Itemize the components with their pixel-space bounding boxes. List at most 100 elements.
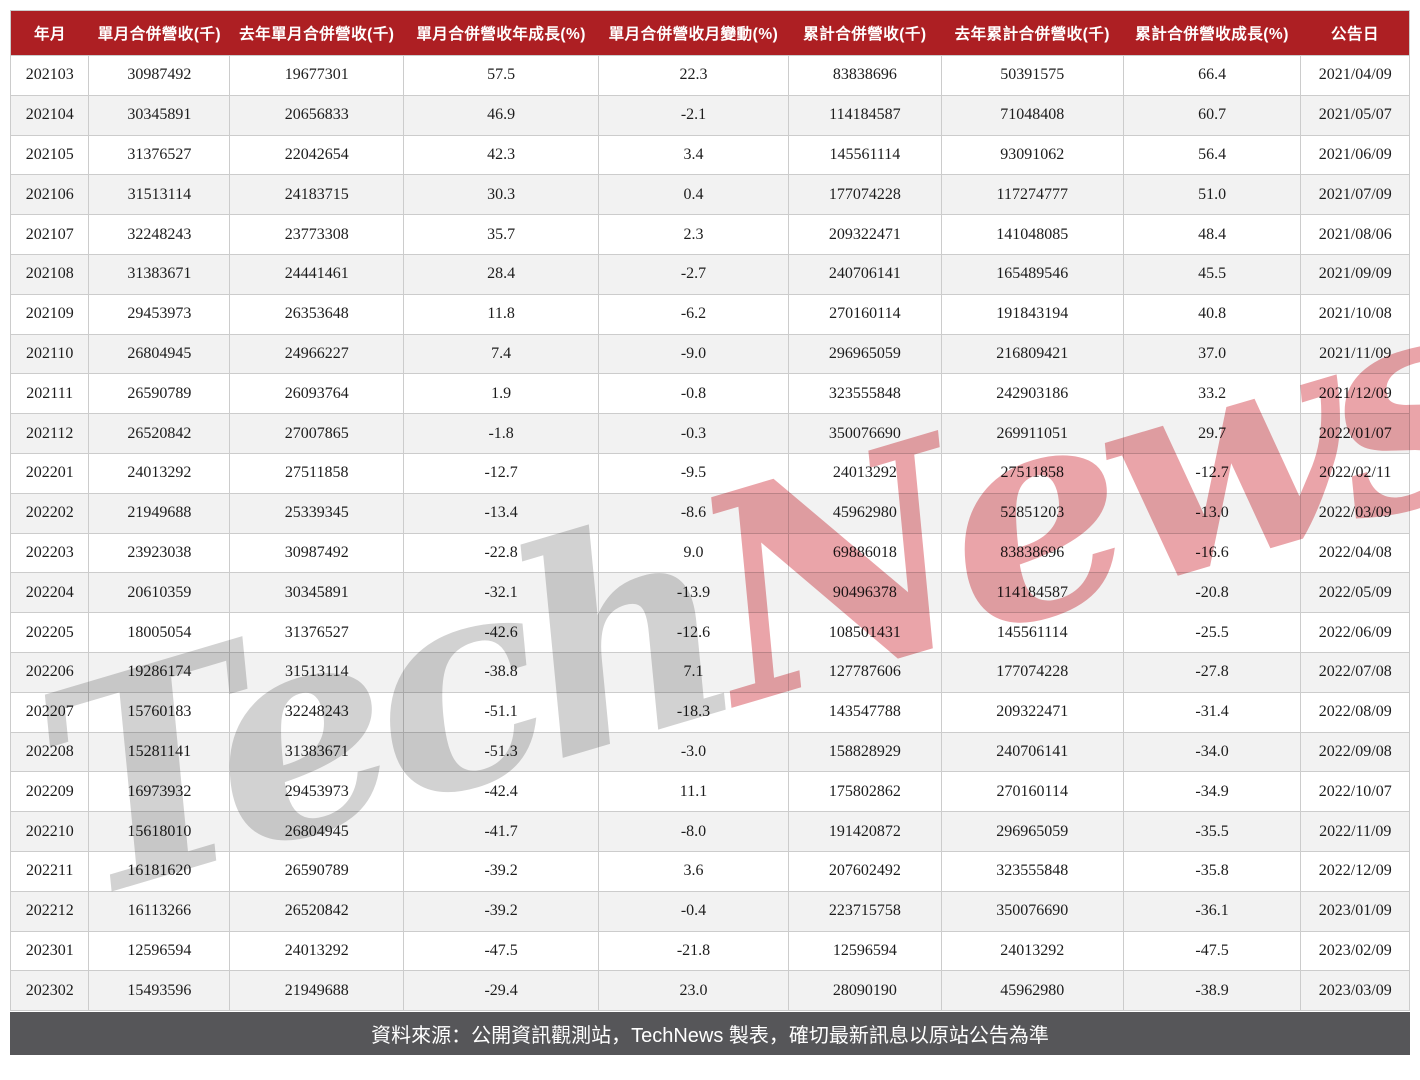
table-cell: 202106 [9, 174, 90, 216]
table-cell: -35.8 [1122, 850, 1302, 892]
table-cell: 2022/10/07 [1300, 771, 1410, 813]
table-header-row: 年月 單月合併營收(千) 去年單月合併營收(千) 單月合併營收年成長(%) 單月合併營收… [10, 10, 1410, 56]
table-row: 202301 12596594 24013292 -47.5 -21.8 12596594… [9, 930, 1410, 972]
table-cell: 26590789 [229, 850, 405, 892]
table-cell: 9.0 [598, 532, 789, 574]
table-cell: 2021/05/07 [1300, 94, 1410, 136]
table-cell: 270160114 [787, 293, 942, 335]
table-cell: -3.0 [598, 731, 789, 773]
table-cell: 57.5 [403, 55, 600, 96]
table-cell: 202210 [9, 811, 90, 852]
table-cell: 350076690 [787, 413, 942, 454]
table-cell: 202201 [9, 452, 90, 494]
table-cell: 40.8 [1122, 293, 1302, 335]
table-cell: -42.6 [403, 612, 600, 653]
table-cell: 24183715 [229, 174, 405, 216]
table-cell: 202112 [9, 413, 90, 454]
table-cell: -13.0 [1122, 492, 1302, 534]
table-row: 202203 23923038 30987492 -22.8 9.0 69886018 83… [9, 532, 1410, 574]
source-note-bar: 資料來源：公開資訊觀測站，TechNews 製表，確切最新訊息以原站公告為準 [10, 1012, 1410, 1055]
table-row: 202112 26520842 27007865 -1.8 -0.3 350076690 2… [9, 413, 1410, 454]
table-row: 202204 20610359 30345891 -32.1 -13.9 90496378… [9, 572, 1410, 614]
table-cell: 2021/12/09 [1300, 373, 1410, 415]
table-cell: 270160114 [940, 771, 1124, 813]
table-cell: 3.4 [598, 134, 789, 176]
table-cell: -13.4 [403, 492, 600, 534]
table-cell: 2022/04/08 [1300, 532, 1410, 574]
table-cell: 31376527 [88, 134, 231, 176]
table-cell: 27511858 [940, 452, 1124, 494]
table-row: 202211 16181620 26590789 -39.2 3.6 207602492 3… [9, 850, 1410, 892]
table-cell: 242903186 [940, 373, 1124, 415]
table-cell: 323555848 [940, 850, 1124, 892]
table-cell: -0.4 [598, 890, 789, 932]
table-cell: 2023/02/09 [1300, 930, 1410, 972]
table-cell: 2.3 [598, 214, 789, 255]
table-cell: 2021/06/09 [1300, 134, 1410, 176]
table-cell: 12596594 [787, 930, 942, 972]
table-cell: 202202 [9, 492, 90, 534]
table-cell: 50391575 [940, 55, 1124, 96]
column-header: 去年累計合併營收(千) [941, 10, 1124, 56]
table-cell: 0.4 [598, 174, 789, 216]
table-cell: 216809421 [940, 333, 1124, 375]
table-cell: 23773308 [229, 214, 405, 255]
table-cell: 24013292 [787, 452, 942, 494]
table-cell: 143547788 [787, 691, 942, 733]
table-cell: 240706141 [940, 731, 1124, 773]
table-cell: -41.7 [403, 811, 600, 852]
table-cell: 20656833 [229, 94, 405, 136]
table-cell: 127787606 [787, 651, 942, 693]
table-cell: -2.7 [598, 253, 789, 295]
table-cell: -36.1 [1122, 890, 1302, 932]
table-cell: 191843194 [940, 293, 1124, 335]
table-cell: -39.2 [403, 890, 600, 932]
table-cell: 202103 [9, 55, 90, 96]
table-cell: -6.2 [598, 293, 789, 335]
column-header: 單月合併營收年成長(%) [403, 10, 599, 56]
table-cell: 52851203 [940, 492, 1124, 534]
table-cell: -12.7 [1122, 452, 1302, 494]
table-cell: 145561114 [940, 612, 1124, 653]
table-cell: 35.7 [403, 214, 600, 255]
table-cell: 209322471 [787, 214, 942, 255]
column-header: 去年單月合併營收(千) [229, 10, 404, 56]
table-cell: 191420872 [787, 811, 942, 852]
table-cell: 22042654 [229, 134, 405, 176]
table-cell: -22.8 [403, 532, 600, 574]
table-cell: 16113266 [88, 890, 231, 932]
table-cell: -25.5 [1122, 612, 1302, 653]
table-cell: 16973932 [88, 771, 231, 813]
table-cell: 1.9 [403, 373, 600, 415]
table-row: 202108 31383671 24441461 28.4 -2.7 240706141 1… [9, 253, 1410, 295]
table-cell: 240706141 [787, 253, 942, 295]
table-cell: 7.1 [598, 651, 789, 693]
table-cell: 117274777 [940, 174, 1124, 216]
table-cell: 202301 [9, 930, 90, 972]
table-cell: 202109 [9, 293, 90, 335]
table-cell: 202207 [9, 691, 90, 733]
table-cell: 18005054 [88, 612, 231, 653]
table-cell: 2022/12/09 [1300, 850, 1410, 892]
table-cell: -27.8 [1122, 651, 1302, 693]
table-cell: 2023/01/09 [1300, 890, 1410, 932]
table-cell: -38.9 [1122, 970, 1302, 1012]
table-cell: 21949688 [229, 970, 405, 1012]
table-cell: 141048085 [940, 214, 1124, 255]
table-cell: 31376527 [229, 612, 405, 653]
table-cell: 2022/11/09 [1300, 811, 1410, 852]
table-cell: -34.9 [1122, 771, 1302, 813]
table-cell: 2021/09/09 [1300, 253, 1410, 295]
table-cell: -2.1 [598, 94, 789, 136]
table-cell: -47.5 [403, 930, 600, 972]
table-cell: 71048408 [940, 94, 1124, 136]
table-cell: -34.0 [1122, 731, 1302, 773]
table-cell: 223715758 [787, 890, 942, 932]
column-header: 公告日 [1300, 10, 1410, 56]
table-cell: 19286174 [88, 651, 231, 693]
table-cell: -39.2 [403, 850, 600, 892]
table-cell: 202105 [9, 134, 90, 176]
table-cell: 202203 [9, 532, 90, 574]
table-cell: 16181620 [88, 850, 231, 892]
column-header: 年月 [10, 10, 89, 56]
